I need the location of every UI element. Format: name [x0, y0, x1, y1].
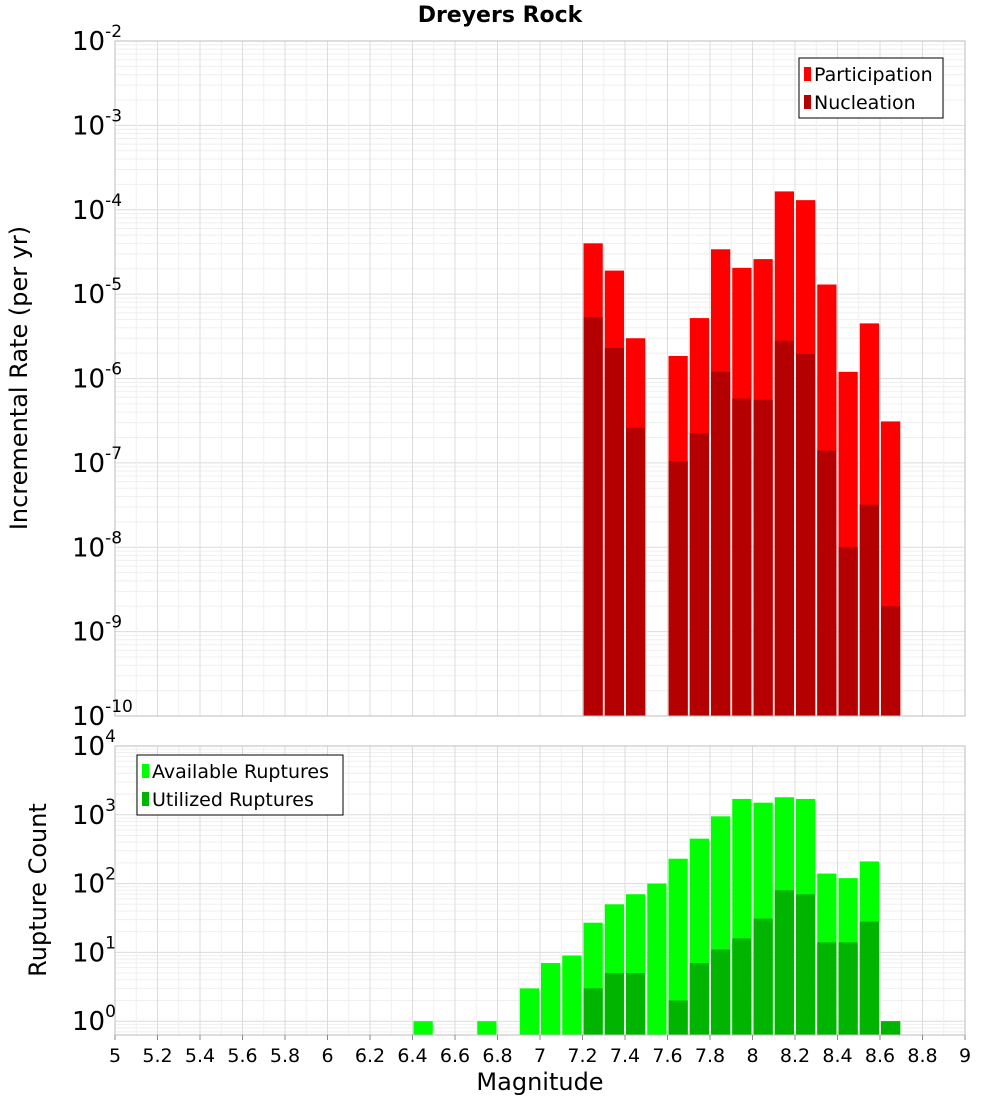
- bottom-bar-utilized-ruptures: [817, 942, 837, 1035]
- x-tick-label: 5.8: [270, 1045, 300, 1067]
- x-tick-label: 6.4: [397, 1045, 427, 1067]
- top-legend-swatch-nucleation: [804, 95, 811, 109]
- bottom-bar-utilized-ruptures: [838, 942, 858, 1035]
- top-bar-nucleation: [774, 340, 794, 716]
- bottom-legend-label-available-ruptures: Available Ruptures: [152, 761, 329, 783]
- bottom-y-tick-label: 101: [72, 933, 116, 968]
- top-y-axis-label: Incremental Rate (per yr): [5, 226, 33, 530]
- top-legend: Participation Nucleation: [798, 57, 944, 119]
- bottom-bar-utilized-ruptures: [881, 1021, 901, 1035]
- top-bar-nucleation: [668, 461, 688, 716]
- x-tick-label: 8.6: [865, 1045, 895, 1067]
- bottom-bar-utilized-ruptures: [668, 1000, 688, 1035]
- x-tick-label: 5.6: [227, 1045, 257, 1067]
- bottom-bar-available-ruptures: [562, 955, 582, 1035]
- top-legend-label-nucleation: Nucleation: [814, 92, 916, 114]
- top-grid: [114, 40, 966, 717]
- x-tick-label: 7.8: [695, 1045, 725, 1067]
- x-tick-label: 5.4: [185, 1045, 215, 1067]
- top-bars: [583, 191, 901, 717]
- top-bar-nucleation: [626, 427, 646, 716]
- bottom-bar-available-ruptures: [519, 988, 539, 1035]
- x-tick-label: 6.6: [440, 1045, 470, 1067]
- bottom-legend-label-utilized-ruptures: Utilized Ruptures: [152, 789, 314, 811]
- bottom-y-ticks: 100 101 102 103 104: [72, 727, 116, 1037]
- top-y-tick-label: 10-9: [72, 613, 122, 648]
- x-tick-label: 7.4: [610, 1045, 640, 1067]
- top-legend-box: [798, 57, 944, 119]
- x-tick-label: 6.2: [355, 1045, 385, 1067]
- top-legend-label-participation: Participation: [814, 64, 933, 86]
- x-tick-label: 6: [321, 1045, 333, 1067]
- x-tick-label: 8.4: [822, 1045, 852, 1067]
- bottom-y-tick-label: 104: [72, 727, 116, 762]
- bottom-bar-utilized-ruptures: [711, 949, 731, 1035]
- bottom-bars: [413, 797, 901, 1035]
- bottom-bar-utilized-ruptures: [583, 988, 603, 1035]
- bottom-legend-swatch-available-ruptures: [142, 764, 149, 778]
- x-tick-label: 8.2: [780, 1045, 810, 1067]
- x-tick-label: 7.6: [652, 1045, 682, 1067]
- top-bar-nucleation: [817, 450, 837, 716]
- top-bar-nucleation: [689, 433, 709, 716]
- top-bar-nucleation: [604, 347, 624, 716]
- bottom-bar-utilized-ruptures: [689, 963, 709, 1035]
- x-tick-label: 8: [746, 1045, 758, 1067]
- bottom-bar-utilized-ruptures: [604, 973, 624, 1035]
- top-y-tick-label: 10-3: [72, 106, 122, 141]
- x-axis-label: Magnitude: [476, 1068, 603, 1096]
- x-tick-label: 8.8: [907, 1045, 937, 1067]
- x-tick-label: 7: [534, 1045, 546, 1067]
- x-tick-label: 5: [109, 1045, 121, 1067]
- top-bar-nucleation: [732, 398, 752, 716]
- bottom-legend: Available Ruptures Utilized Ruptures: [136, 754, 344, 816]
- bottom-bar-utilized-ruptures: [796, 894, 816, 1035]
- bottom-y-tick-label: 100: [72, 1002, 116, 1037]
- bottom-y-axis-label: Rupture Count: [24, 803, 52, 977]
- top-plot-border: [114, 40, 966, 717]
- x-tick-label: 6.8: [482, 1045, 512, 1067]
- top-y-tick-label: 10-10: [72, 697, 133, 732]
- bottom-bar-utilized-ruptures: [732, 938, 752, 1035]
- bottom-bar-utilized-ruptures: [774, 890, 794, 1035]
- bottom-bar-available-ruptures: [413, 1021, 433, 1035]
- top-bar-nucleation: [881, 606, 901, 716]
- bottom-bar-available-ruptures: [647, 883, 667, 1035]
- bottom-y-tick-label: 102: [72, 865, 116, 900]
- top-legend-swatch-participation: [804, 67, 811, 81]
- chart-title: Dreyers Rock: [418, 3, 584, 28]
- bottom-bar-available-ruptures: [668, 858, 688, 1035]
- x-tick-label: 5.2: [142, 1045, 172, 1067]
- top-bar-nucleation: [711, 371, 731, 716]
- top-bar-nucleation: [838, 547, 858, 716]
- bottom-bar-utilized-ruptures: [859, 921, 879, 1035]
- x-ticks: 5 5.2 5.4 5.6 5.8 6 6.2 6.4 6.6 6.8 7 7.2 7.4 7.6 7.8 8…: [109, 1035, 971, 1067]
- top-bar-nucleation: [859, 504, 879, 716]
- x-tick-label: 7.2: [567, 1045, 597, 1067]
- bottom-bar-available-ruptures: [541, 963, 561, 1035]
- top-bar-nucleation: [796, 354, 816, 716]
- bottom-legend-box: [136, 754, 344, 816]
- bottom-y-tick-label: 103: [72, 796, 116, 831]
- top-bar-nucleation: [753, 399, 773, 716]
- x-tick-label: 9: [959, 1045, 971, 1067]
- bottom-bar-utilized-ruptures: [626, 973, 646, 1035]
- top-bar-nucleation: [583, 317, 603, 716]
- bottom-bar-utilized-ruptures: [753, 918, 773, 1035]
- bottom-legend-swatch-utilized-ruptures: [142, 792, 149, 806]
- bottom-bar-available-ruptures: [477, 1021, 497, 1035]
